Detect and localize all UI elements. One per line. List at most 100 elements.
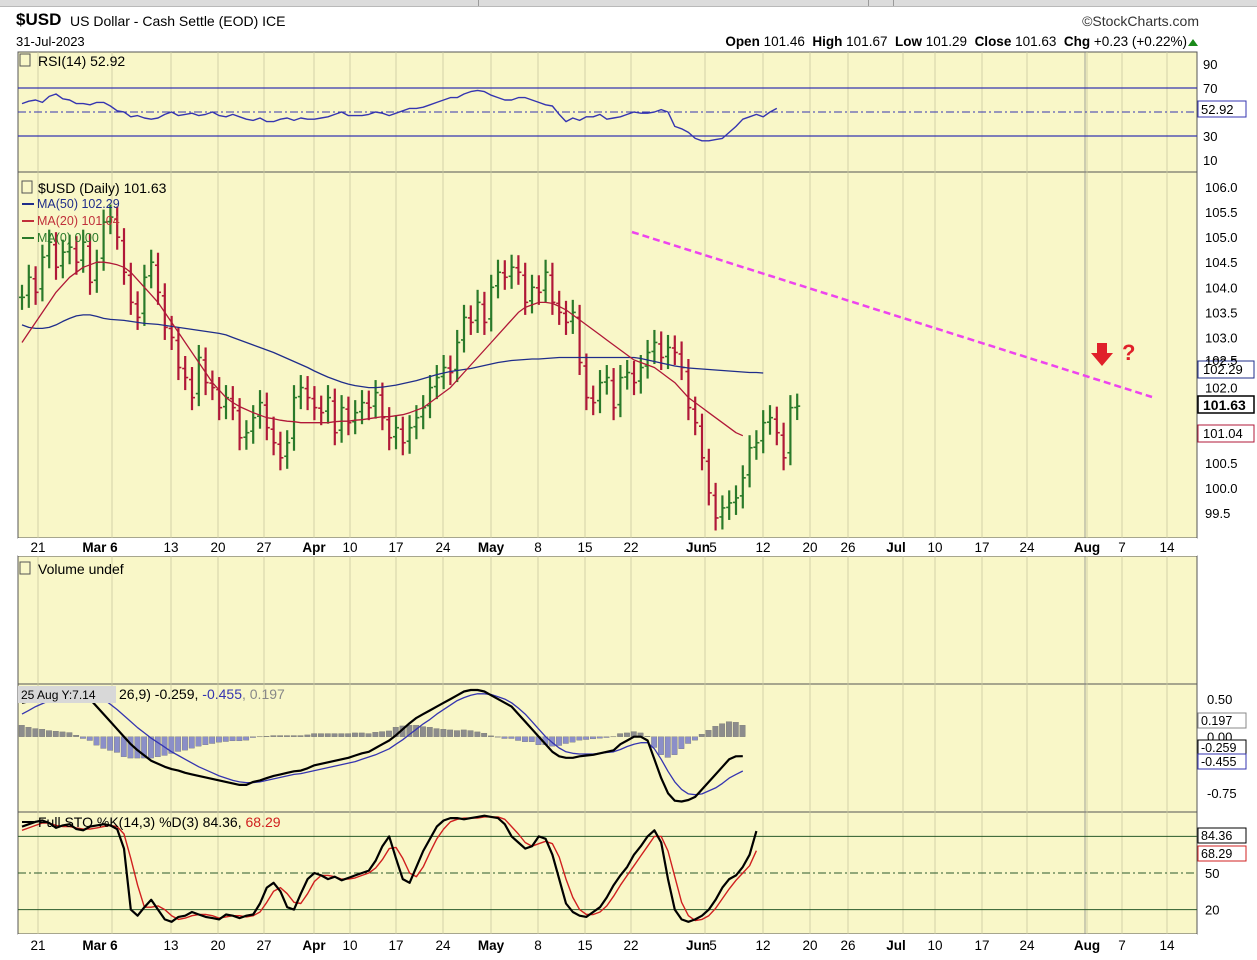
- macd-histogram-bar: [114, 736, 120, 753]
- macd-histogram-bar: [304, 734, 311, 737]
- macd-histogram-bar: [25, 727, 32, 737]
- x-axis-tick-label: 17: [974, 540, 989, 555]
- macd-histogram-bar: [671, 736, 678, 755]
- sto-legend-part: Full STO %K(14,3) %D(3) 84.36,: [38, 814, 245, 830]
- x-axis-tick-label: Apr: [302, 540, 326, 555]
- macd-histogram-bar: [175, 736, 182, 752]
- high-label: High: [812, 34, 843, 49]
- rsi-y-tick-label: 70: [1203, 81, 1217, 96]
- ma50-value-label: 102.29: [1203, 362, 1243, 377]
- macd-histogram-bar: [719, 723, 726, 737]
- macd-histogram-bar: [617, 733, 624, 737]
- macd-histogram-bar: [154, 736, 161, 757]
- macd-histogram-bar: [39, 729, 46, 737]
- macd-histogram-bar: [80, 736, 86, 739]
- sto-y-tick-label: 50: [1205, 866, 1219, 881]
- macd-histogram-bar: [216, 736, 222, 743]
- open-value: 101.46: [763, 34, 805, 49]
- macd-histogram-bar: [678, 736, 685, 749]
- macd-histogram-bar: [229, 736, 236, 742]
- price-value-label: 101.63: [1203, 397, 1246, 413]
- x-axis-tick-label: 10: [342, 938, 357, 953]
- price-y-tick-label: 105.0: [1205, 230, 1238, 245]
- close-label: Close: [974, 34, 1012, 49]
- macd-histogram-bar: [195, 736, 202, 747]
- brand-logo[interactable]: ©StockCharts.com: [1082, 13, 1199, 29]
- volume-panel: [17, 555, 1198, 685]
- volume-legend-icon: [19, 561, 31, 575]
- macd-tooltip-box: [18, 686, 116, 703]
- rsi-value-label: 52.92: [1201, 102, 1234, 117]
- macd-histogram-bar: [732, 722, 739, 737]
- macd-histogram-bar: [161, 736, 168, 756]
- x-axis-tick-label: 13: [163, 540, 178, 555]
- macd-histogram-bar: [569, 736, 576, 743]
- x-axis-tick-label: 15: [577, 540, 592, 555]
- price-y-tick-label: 99.5: [1205, 506, 1230, 521]
- macd-histogram-bar: [658, 736, 664, 755]
- macd-legend-part: 26,9) -0.259,: [119, 686, 202, 702]
- macd-histogram-bar: [18, 725, 25, 737]
- rsi-line: [21, 89, 778, 142]
- macd-histogram-bar: [209, 736, 216, 744]
- macd-value-label: -0.455: [1201, 755, 1236, 769]
- x-axis-tick-label: 20: [802, 540, 817, 555]
- x-axis-tick-label: 10: [927, 540, 942, 555]
- macd-histogram-bar: [460, 729, 467, 737]
- macd-histogram-bar: [358, 732, 365, 737]
- x-axis-tick-label: May: [478, 540, 505, 555]
- macd-histogram-bar: [433, 728, 440, 737]
- rsi-legend-icon: [19, 53, 31, 67]
- macd-histogram-bar: [372, 732, 379, 737]
- x-axis-tick-label: 13: [163, 938, 178, 953]
- macd-y-tick-label: -0.75: [1207, 786, 1237, 801]
- macd-histogram-bar: [501, 736, 508, 739]
- sto-y-tick-label: 20: [1205, 903, 1219, 918]
- macd-histogram-bar: [202, 736, 209, 745]
- x-axis-tick-label: 20: [802, 938, 817, 953]
- macd-histogram-bar: [52, 731, 59, 737]
- x-axis-tick-label: 12: [755, 540, 770, 555]
- x-axis-tick-label: 10: [342, 540, 357, 555]
- x-axis-tick-label: 5: [709, 938, 717, 953]
- sto-legend: Full STO %K(14,3) %D(3) 84.36, 68.29: [38, 814, 281, 830]
- x-axis-tick-label: 24: [435, 938, 451, 953]
- macd-histogram-bar: [141, 736, 148, 759]
- macd-histogram-bar: [345, 733, 352, 737]
- macd-histogram-bar: [107, 736, 114, 751]
- macd-histogram-bar: [365, 733, 372, 737]
- macd-histogram-bar: [726, 721, 732, 737]
- x-axis-tick-label: 7: [1118, 938, 1126, 953]
- macd-histogram-bar: [222, 736, 229, 742]
- macd-histogram-bar: [590, 736, 596, 740]
- x-axis-tick-label: 10: [927, 938, 942, 953]
- price-value-tag: [1197, 395, 1255, 414]
- ma50-value-tag: [1197, 360, 1255, 379]
- macd-histogram-bar: [297, 735, 304, 737]
- macd-histogram-bar: [379, 731, 386, 737]
- x-axis-tick-label: 15: [577, 938, 592, 953]
- x-axis-tick-label: 8: [534, 540, 542, 555]
- macd-histogram-bar: [86, 736, 93, 741]
- low-label: Low: [894, 34, 922, 49]
- macd-value-tag: [1197, 753, 1247, 770]
- macd-histogram-bar: [624, 732, 630, 737]
- macd-histogram-bar: [73, 735, 80, 737]
- macd-histogram-bar: [324, 733, 331, 737]
- macd-histogram-bar: [420, 726, 426, 737]
- x-axis-tick-label: 22: [623, 540, 638, 555]
- macd-histogram-bar: [488, 735, 494, 737]
- macd-line: [21, 688, 743, 803]
- x-axis-tick-label: 27: [256, 540, 271, 555]
- macd-histogram-bar: [712, 726, 719, 737]
- x-axis-tick-label: 20: [210, 938, 225, 953]
- macd-value-label: -0.259: [1201, 741, 1236, 755]
- macd-histogram-bar: [277, 735, 284, 737]
- down-arrow-icon: [1091, 343, 1113, 366]
- price-y-tick-label: 100.5: [1205, 456, 1238, 471]
- macd-legend-part: , 0.197: [242, 686, 285, 702]
- top-scrollbar[interactable]: [0, 0, 1257, 7]
- macd-histogram-bar: [474, 731, 481, 737]
- x-axis-tick-label: Jun: [686, 540, 710, 555]
